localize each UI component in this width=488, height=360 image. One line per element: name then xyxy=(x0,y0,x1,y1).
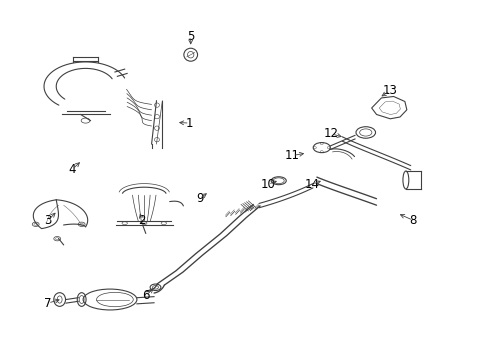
Text: 9: 9 xyxy=(195,192,203,205)
Text: 2: 2 xyxy=(138,214,145,227)
Text: 13: 13 xyxy=(382,84,397,97)
Text: 11: 11 xyxy=(285,149,299,162)
Text: 6: 6 xyxy=(142,289,149,302)
Text: 1: 1 xyxy=(185,117,193,130)
Text: 5: 5 xyxy=(186,30,194,42)
Text: 8: 8 xyxy=(408,214,416,227)
Text: 4: 4 xyxy=(68,163,76,176)
Text: 7: 7 xyxy=(44,297,52,310)
Text: 10: 10 xyxy=(260,178,275,191)
Text: 3: 3 xyxy=(44,214,52,227)
Text: 14: 14 xyxy=(304,178,319,191)
Text: 12: 12 xyxy=(324,127,338,140)
